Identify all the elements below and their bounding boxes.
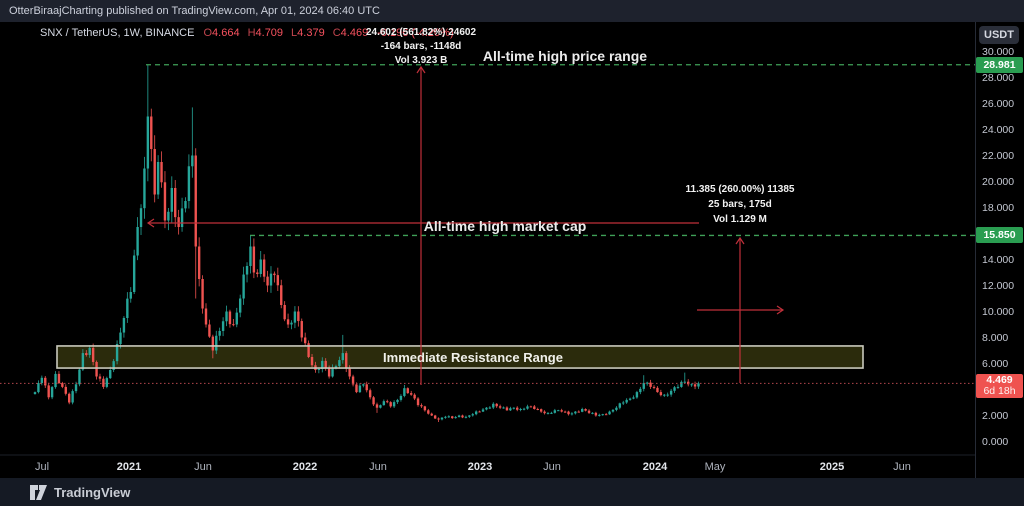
- time-tick-May[interactable]: May: [704, 461, 726, 473]
- price-tick-18.000: 18.000: [982, 201, 1015, 214]
- ath-price-range-label[interactable]: All-time high price range: [482, 48, 648, 64]
- time-tick-Jul[interactable]: Jul: [34, 461, 50, 473]
- ohlc-l: L4.379: [291, 27, 325, 39]
- currency-unit-button[interactable]: USDT: [979, 26, 1019, 44]
- countdown-timer: 6d 18h: [983, 385, 1016, 398]
- footer-bar: TradingView: [0, 478, 1024, 506]
- price-tick-8.000: 8.000: [982, 331, 1009, 344]
- publish-banner: OtterBiraajCharting published on Trading…: [0, 0, 1024, 22]
- all-time-high-price-badge[interactable]: 28.981: [976, 56, 1023, 73]
- time-tick-Jun[interactable]: Jun: [194, 461, 212, 473]
- price-tick-0.000: 0.000: [982, 435, 1009, 448]
- all-time-high-market-cap-badge[interactable]: 15.850: [976, 227, 1023, 244]
- resistance-range-label[interactable]: Immediate Resistance Range: [383, 350, 563, 365]
- symbol-title[interactable]: SNX / TetherUS, 1W, BINANCE: [40, 27, 195, 39]
- price-tick-20.000: 20.000: [982, 175, 1015, 188]
- time-tick-Jun[interactable]: Jun: [893, 461, 911, 473]
- tradingview-brand[interactable]: TradingView: [54, 484, 131, 500]
- price-tick-24.000: 24.000: [982, 123, 1015, 136]
- price-tick-26.000: 26.000: [982, 97, 1015, 110]
- ohlc-h: H4.709: [247, 27, 284, 39]
- price-tick-6.000: 6.000: [982, 357, 1009, 370]
- tradingview-logo-icon[interactable]: [30, 484, 47, 500]
- measure-annotation-ath[interactable]: 24.602 (561.82%) 24602 -164 bars, -1148d…: [365, 27, 477, 66]
- time-tick-Jun[interactable]: Jun: [369, 461, 387, 473]
- ath-market-cap-label[interactable]: All-time high market cap: [423, 218, 587, 234]
- symbol-legend[interactable]: SNX / TetherUS, 1W, BINANCE O4.664 H4.709…: [40, 27, 454, 39]
- time-tick-2024[interactable]: 2024: [642, 461, 668, 473]
- time-tick-2023[interactable]: 2023: [467, 461, 493, 473]
- time-tick-2021[interactable]: 2021: [116, 461, 142, 473]
- price-tick-22.000: 22.000: [982, 149, 1015, 162]
- price-tick-30.000: 30.000: [982, 45, 1015, 58]
- change-value: -0.196 (-4.20%): [377, 27, 454, 39]
- measure-annotation-target[interactable]: 11.385 (260.00%) 11385 25 bars, 175d Vol…: [685, 184, 795, 225]
- current-price-badge[interactable]: 4.469 6d 18h: [976, 374, 1023, 399]
- ohlc-c: C4.469: [332, 27, 369, 39]
- price-tick-10.000: 10.000: [982, 305, 1015, 318]
- time-tick-2025[interactable]: 2025: [819, 461, 845, 473]
- price-tick-14.000: 14.000: [982, 253, 1015, 266]
- ohlc-o: O4.664: [203, 27, 240, 39]
- price-tick-12.000: 12.000: [982, 279, 1015, 292]
- time-tick-2022[interactable]: 2022: [292, 461, 318, 473]
- time-tick-Jun[interactable]: Jun: [543, 461, 561, 473]
- ohlc-values: O4.664 H4.709 L4.379 C4.469: [203, 27, 368, 39]
- price-tick-2.000: 2.000: [982, 409, 1009, 422]
- price-tick-28.000: 28.000: [982, 71, 1015, 84]
- price-axis[interactable]: [975, 22, 1024, 478]
